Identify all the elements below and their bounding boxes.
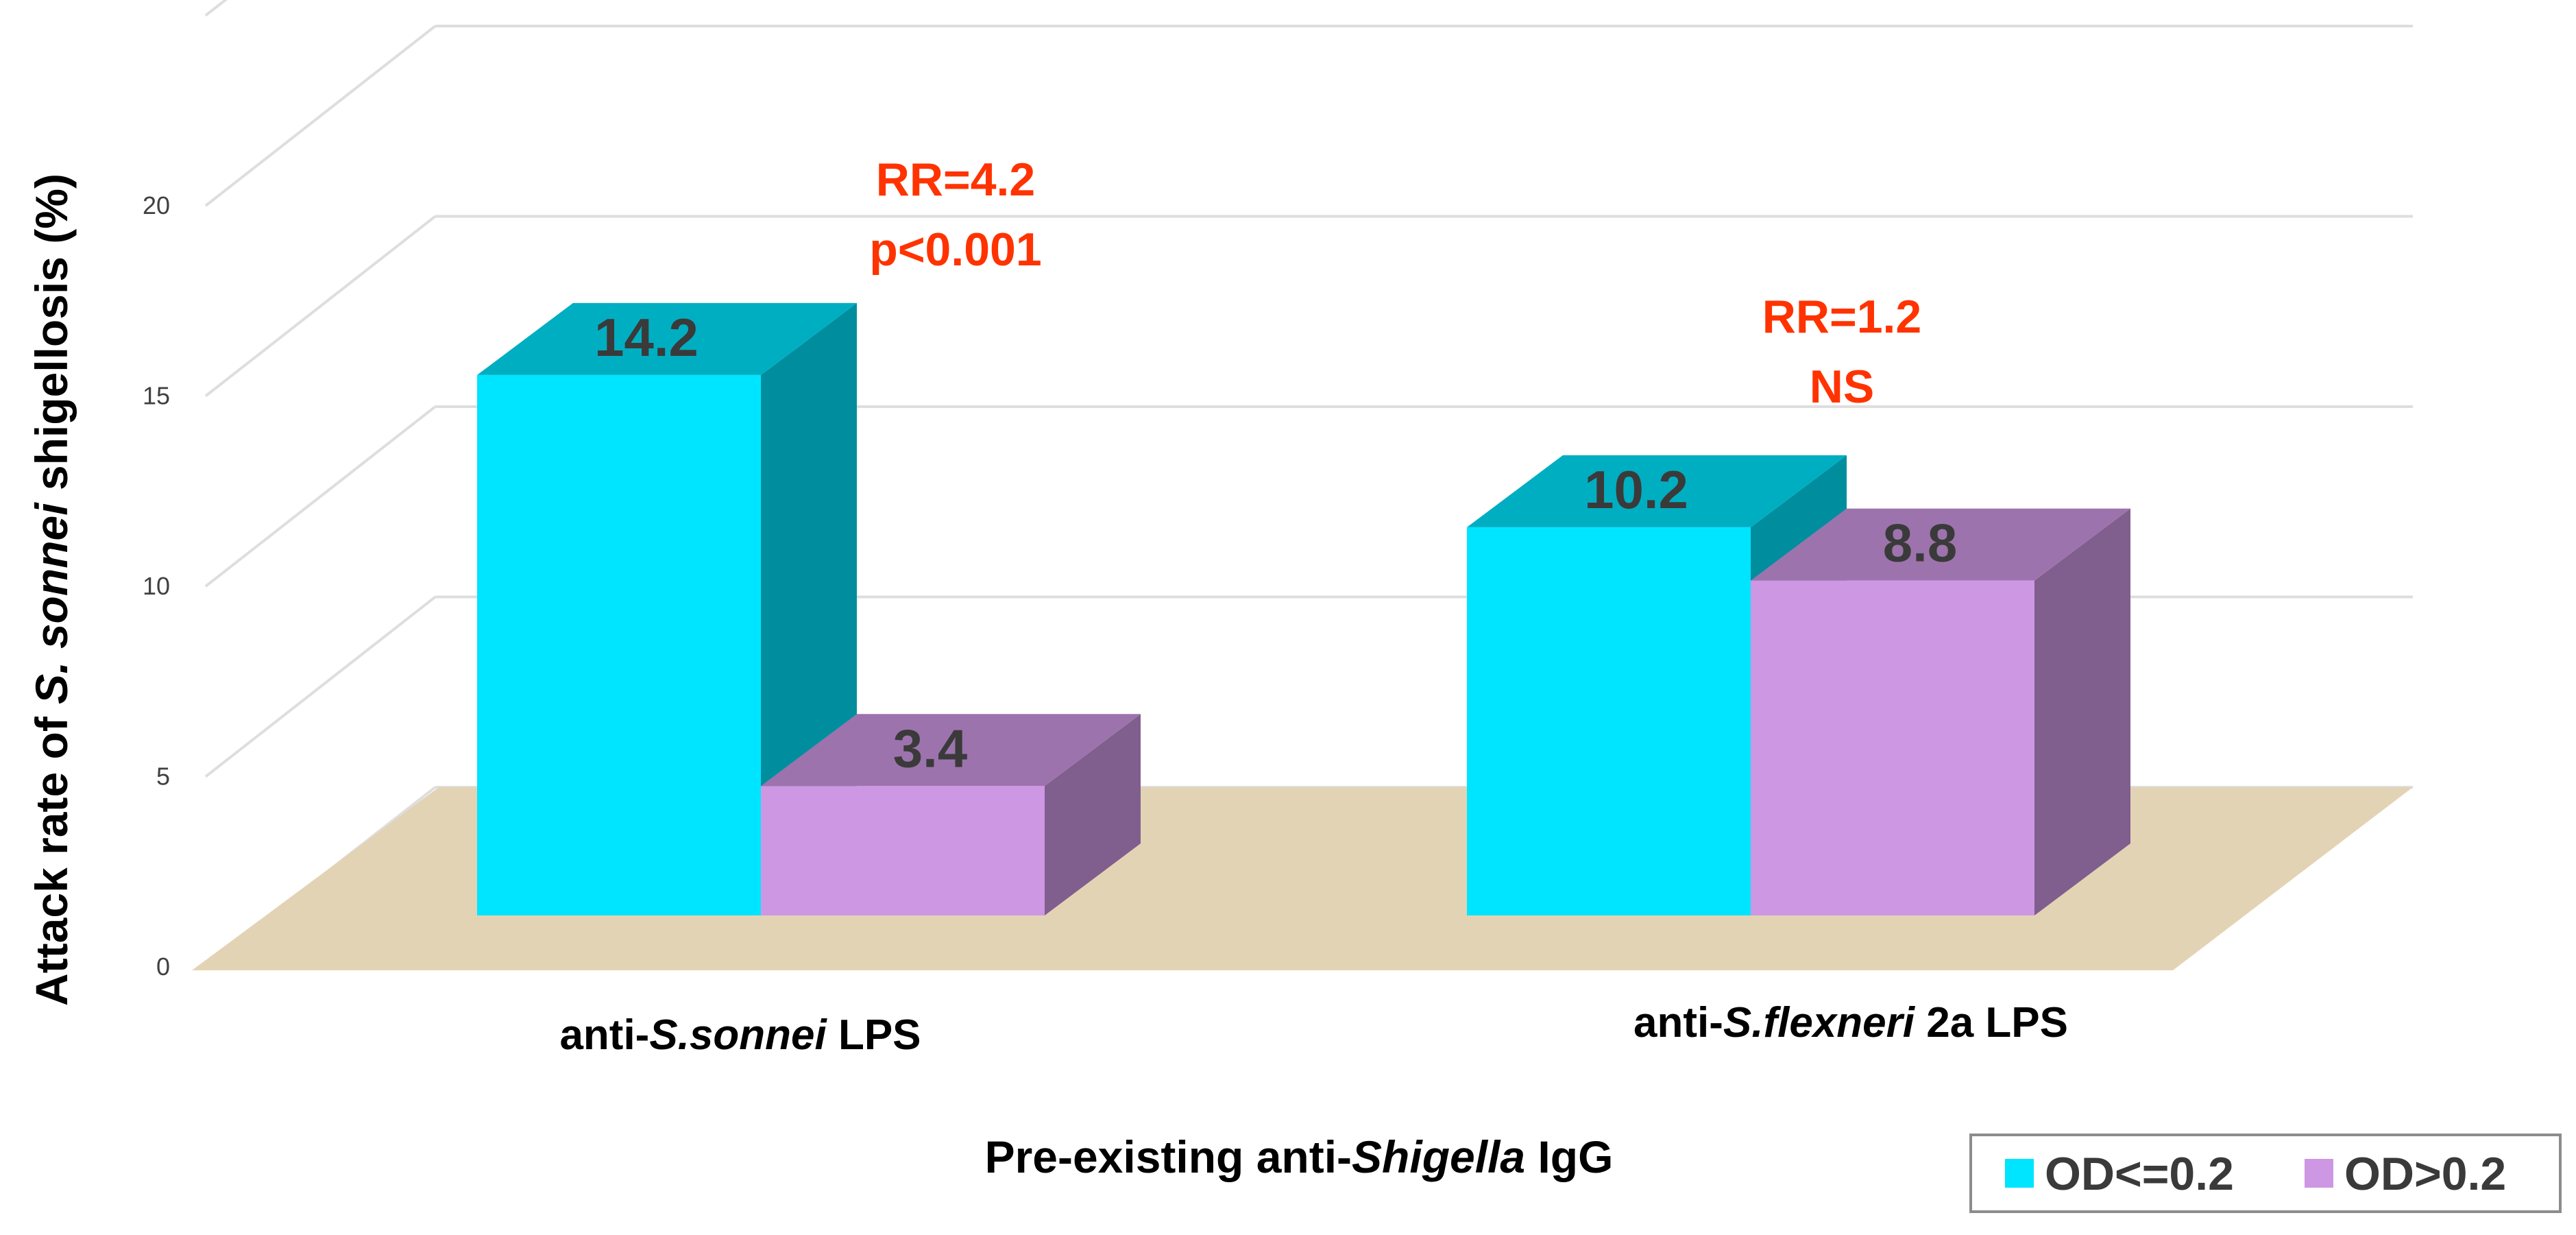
category-label: anti-S.sonnei LPS [559,1011,921,1059]
annotation-text: p<0.001 [869,224,1041,276]
legend-label: OD>0.2 [2344,1148,2506,1200]
data-label: 14.2 [594,307,698,368]
legend-swatch [2305,1159,2333,1188]
y-tick-label: 0 [156,952,170,981]
y-tick-label: 20 [143,191,170,219]
annotation-text: RR=1.2 [1762,291,1921,343]
bar-side-face [1045,714,1141,915]
annotation-text: NS [1810,361,1874,413]
data-label: 10.2 [1584,459,1688,520]
bar-side-face [2034,508,2130,915]
legend-label: OD<=0.2 [2045,1148,2234,1200]
legend-box [1969,1134,2562,1213]
category-labels: anti-S.sonnei LPS anti-S.flexneri 2a LPS [559,999,2068,1059]
bar-front-face [477,374,761,915]
y-axis-label: Attack rate of S. sonnei shigellosis (%) [26,173,77,1006]
gridline-left-wall [204,25,437,207]
y-axis-ticks: 0 5 10 15 20 [143,191,170,981]
bar-front-face [1751,580,2034,915]
data-labels-layer: 14.2 3.4 10.2 8.8 [594,307,1957,778]
category-label: anti-S.flexneri 2a LPS [1633,999,2068,1046]
gridline-left-wall [204,215,437,398]
gridline-left-wall [204,595,437,778]
bar-top-face [761,714,1141,787]
x-axis-label: Pre-existing anti-Shigella IgG [985,1131,1614,1182]
legend-items: OD<=0.2 OD>0.2 [2005,1148,2506,1200]
bar-od-gt-0-2-sonnei [761,714,1141,915]
annotation-text: RR=4.2 [876,154,1035,206]
y-tick-label: 15 [143,382,170,410]
bars-layer [477,302,2130,915]
gridline-left-wall [204,405,437,588]
y-tick-label: 10 [143,572,170,600]
bar-front-face [1467,527,1751,915]
y-tick-label: 5 [156,763,170,791]
bar-top-face [1467,455,1847,527]
gridline-left-wall [204,0,228,17]
annotations-layer: RR=4.2 p<0.001 RR=1.2 NS [869,154,1921,413]
legend-swatch [2005,1159,2034,1188]
data-label: 8.8 [1883,513,1957,573]
bar-top-face [477,302,857,375]
bar-od-gt-0-2-flexneri [1751,508,2130,915]
legend: OD<=0.2 OD>0.2 [1969,1134,2562,1213]
bar-front-face [761,786,1045,915]
data-label: 3.4 [893,718,967,778]
bar-top-face [1751,508,2130,581]
